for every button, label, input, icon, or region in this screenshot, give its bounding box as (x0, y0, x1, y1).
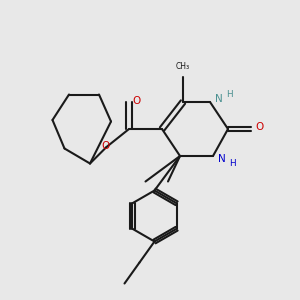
Text: O: O (255, 122, 264, 133)
Text: H: H (229, 159, 236, 168)
Text: O: O (101, 140, 109, 151)
Text: N: N (218, 154, 226, 164)
Text: H: H (226, 90, 233, 99)
Text: N: N (215, 94, 223, 104)
Text: O: O (132, 95, 141, 106)
Text: CH₃: CH₃ (176, 62, 190, 71)
